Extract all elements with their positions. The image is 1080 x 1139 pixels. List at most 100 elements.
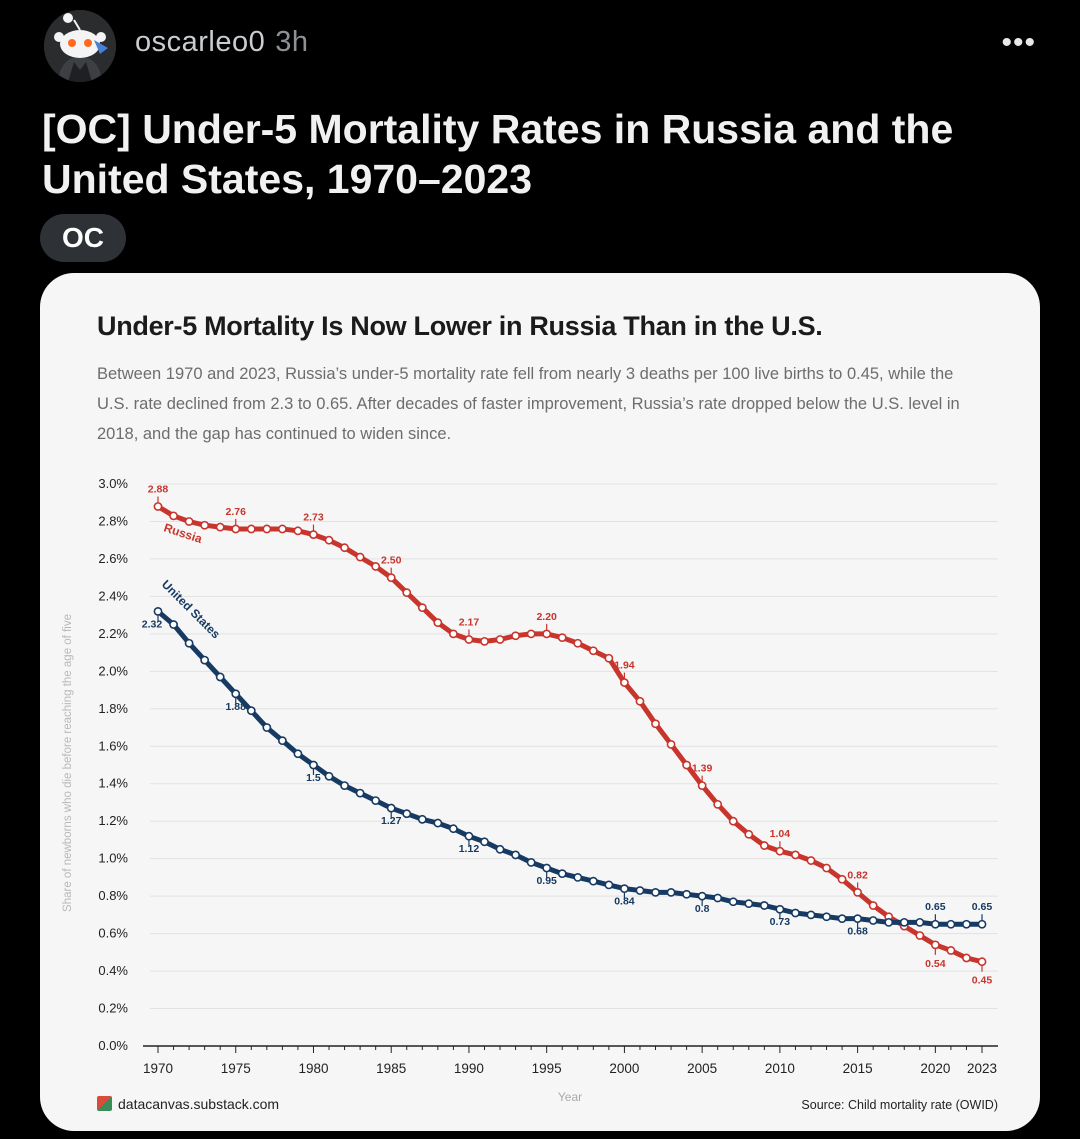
x-tick-label: 1990 <box>454 1061 484 1076</box>
data-point <box>962 953 971 963</box>
data-point <box>542 863 552 873</box>
post-time: 3h <box>275 26 309 58</box>
data-point <box>231 524 241 534</box>
data-label: 2.20 <box>536 611 557 623</box>
data-point <box>433 818 443 828</box>
x-axis-title: Year <box>558 1090 582 1104</box>
x-tick-label: 2010 <box>765 1061 795 1076</box>
data-point <box>464 831 474 841</box>
post-flair[interactable]: OC <box>40 214 126 262</box>
y-tick-label: 0.6% <box>98 926 128 941</box>
data-point <box>184 638 194 648</box>
data-point <box>293 749 303 759</box>
data-point <box>153 606 163 616</box>
data-point <box>309 530 318 539</box>
username[interactable]: oscarleo0 <box>135 26 266 58</box>
data-point <box>837 914 847 924</box>
y-tick-label: 2.6% <box>98 551 128 566</box>
source-credit: Source: Child mortality rate (OWID) <box>801 1098 998 1112</box>
data-point <box>355 788 365 798</box>
data-point <box>542 629 552 639</box>
source-site: datacanvas.substack.com <box>97 1096 279 1112</box>
y-tick-label: 3.0% <box>98 476 128 491</box>
data-point <box>728 897 738 907</box>
data-point <box>153 502 163 511</box>
more-options-icon[interactable]: ••• <box>1001 26 1036 59</box>
data-point <box>853 887 863 897</box>
data-label: 0.45 <box>972 975 993 987</box>
data-point <box>759 901 769 910</box>
data-point <box>915 931 925 940</box>
data-point <box>744 899 754 909</box>
data-point <box>386 803 396 813</box>
data-label: 1.27 <box>381 815 402 827</box>
data-point <box>417 603 427 613</box>
y-tick-label: 0.4% <box>98 963 128 978</box>
data-point <box>169 511 178 521</box>
data-point <box>791 850 800 860</box>
data-label: 2.73 <box>303 512 324 524</box>
data-point <box>604 880 614 890</box>
y-tick-label: 2.8% <box>98 513 128 528</box>
data-point <box>822 912 831 922</box>
post-title[interactable]: [OC] Under-5 Mortality Rates in Russia a… <box>42 106 954 202</box>
data-point <box>495 635 505 644</box>
data-label: 2.17 <box>459 616 480 628</box>
x-tick-label: 1980 <box>298 1061 328 1076</box>
data-point <box>697 781 707 791</box>
y-tick-label: 2.2% <box>98 626 128 641</box>
data-label: 2.76 <box>226 506 247 518</box>
y-tick-label: 1.4% <box>98 776 128 791</box>
data-point <box>588 646 598 656</box>
data-point <box>324 771 334 781</box>
data-label: 1.39 <box>692 763 713 775</box>
data-point <box>526 858 536 867</box>
data-point <box>340 543 349 553</box>
data-point <box>899 917 909 927</box>
datacanvas-logo-icon <box>97 1096 112 1111</box>
data-point <box>417 814 427 824</box>
data-point <box>433 618 443 628</box>
data-label: 2.50 <box>381 555 402 567</box>
data-point <box>635 696 645 706</box>
x-tick-label: 2015 <box>843 1061 873 1076</box>
y-tick-label: 1.8% <box>98 701 128 716</box>
chart-subtitle: Between 1970 and 2023, Russia’s under-5 … <box>97 365 960 443</box>
y-tick-label: 2.4% <box>98 588 128 603</box>
data-point <box>666 739 676 749</box>
data-point <box>169 620 178 629</box>
chart-image[interactable]: Under-5 Mortality Is Now Lower in Russia… <box>40 273 1040 1131</box>
data-point <box>511 631 520 641</box>
data-point <box>977 919 987 929</box>
data-point <box>215 522 225 532</box>
data-point <box>402 588 412 598</box>
data-point <box>231 689 241 699</box>
data-point <box>588 876 598 886</box>
data-point <box>868 916 878 925</box>
data-point <box>200 520 210 530</box>
data-point <box>340 781 349 791</box>
data-point <box>806 856 816 865</box>
data-point <box>262 524 272 534</box>
source-site-label: datacanvas.substack.com <box>118 1096 280 1112</box>
data-point <box>962 919 971 929</box>
data-point <box>371 562 381 571</box>
data-point <box>651 887 660 897</box>
data-point <box>946 919 956 929</box>
data-point <box>309 760 318 770</box>
data-point <box>651 719 660 729</box>
x-tick-label: 1975 <box>221 1061 251 1076</box>
data-label: 1.04 <box>770 828 791 840</box>
data-point <box>262 723 272 732</box>
data-point <box>495 844 505 854</box>
data-point <box>697 891 707 901</box>
x-tick-label: 2023 <box>967 1061 997 1076</box>
data-point <box>277 524 287 534</box>
avatar[interactable] <box>44 10 116 82</box>
data-point <box>759 841 769 850</box>
data-point <box>775 904 785 914</box>
data-label: 1.5 <box>306 772 321 784</box>
data-point <box>480 636 489 646</box>
data-label: 0.8 <box>695 903 710 915</box>
data-point <box>744 829 754 839</box>
